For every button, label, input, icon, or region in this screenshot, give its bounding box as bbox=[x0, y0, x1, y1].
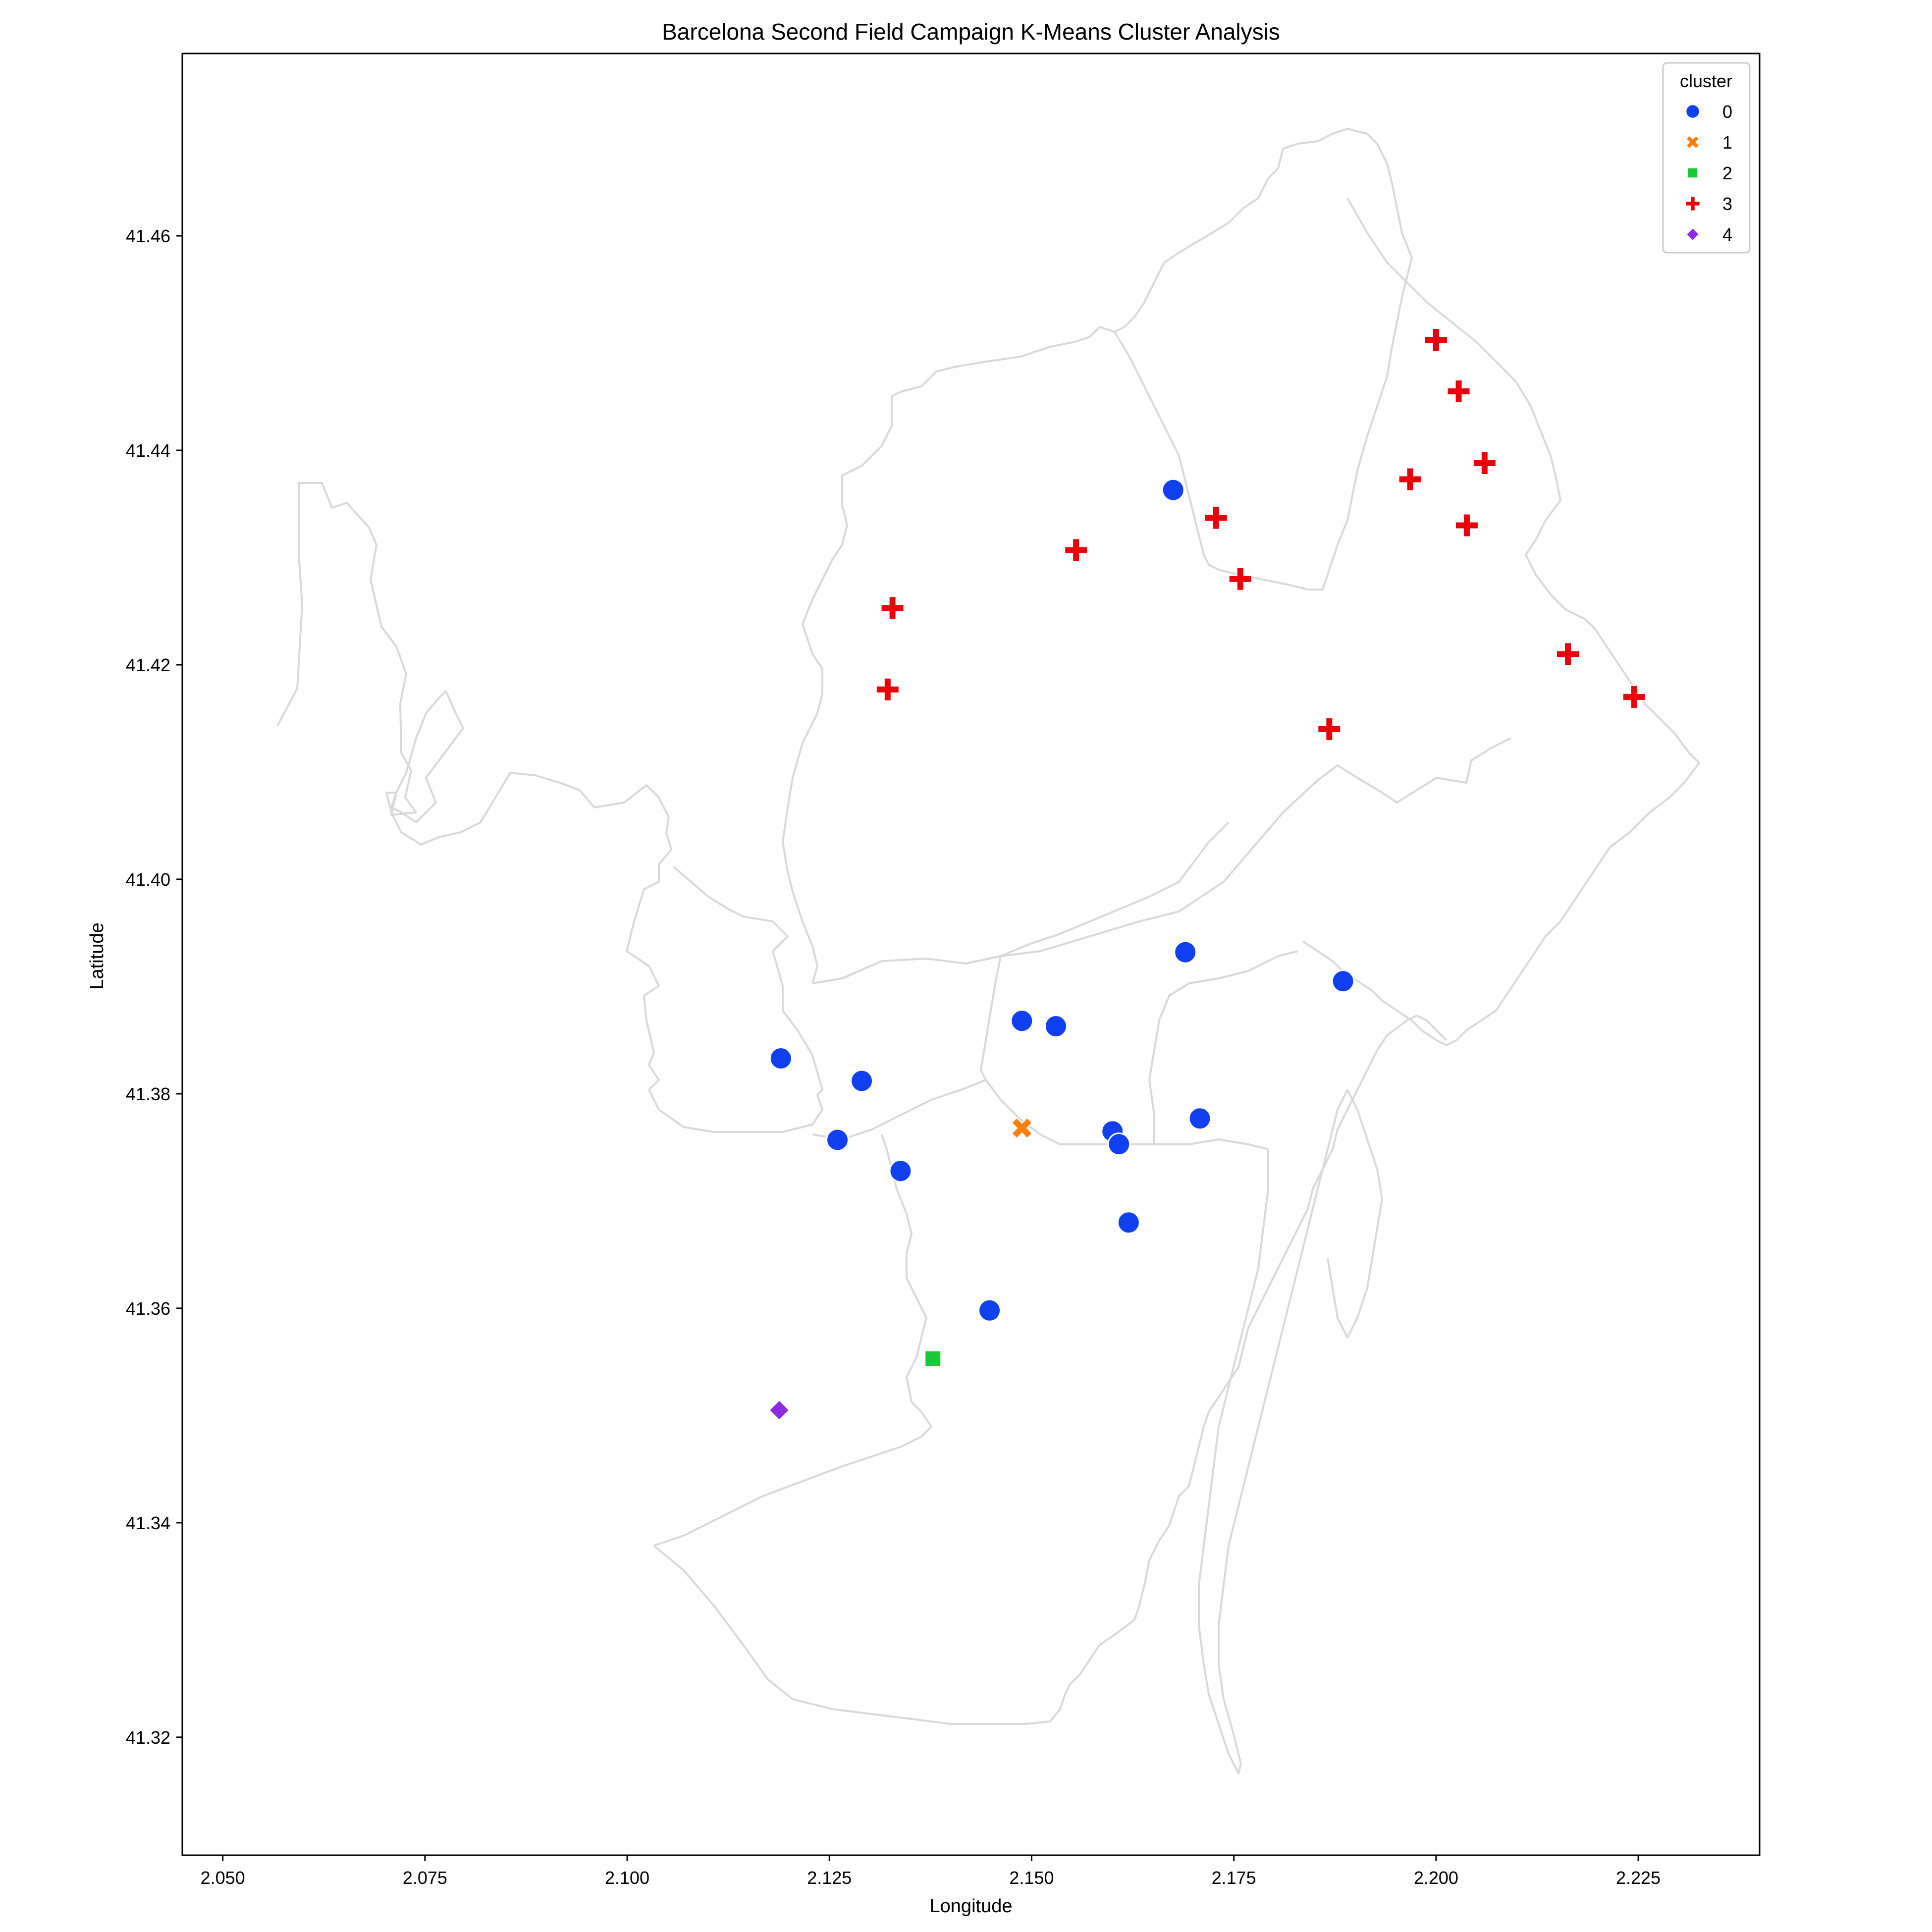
y-tick-label: 41.34 bbox=[126, 1513, 170, 1533]
cluster-3-point bbox=[1317, 717, 1342, 741]
cluster-3-point bbox=[880, 596, 905, 620]
district-outline-south bbox=[653, 1015, 1448, 1725]
cluster-2-point bbox=[924, 1350, 942, 1367]
x-tick-label: 2.200 bbox=[1414, 1868, 1458, 1888]
legend: cluster 0 1 2 3 4 bbox=[1662, 62, 1751, 254]
legend-label-cluster-2: 2 bbox=[1722, 163, 1732, 183]
district-outline-inner bbox=[812, 821, 1298, 1150]
legend-marker-cluster-0 bbox=[1685, 104, 1700, 119]
cluster-0-point bbox=[850, 1069, 874, 1093]
legend-label-cluster-1: 1 bbox=[1722, 132, 1732, 153]
y-tick-label: 41.40 bbox=[126, 869, 170, 890]
district-outline-southwest bbox=[653, 1134, 932, 1547]
cluster-3-point bbox=[875, 677, 900, 701]
cluster-3-point bbox=[1204, 506, 1228, 530]
legend-box bbox=[1662, 62, 1751, 254]
y-tick-label: 41.32 bbox=[126, 1727, 170, 1748]
cluster-3-point bbox=[1454, 513, 1479, 537]
port-outline bbox=[1198, 1089, 1383, 1774]
cluster-3-point bbox=[1556, 642, 1580, 666]
x-tick-label: 2.150 bbox=[1009, 1868, 1054, 1888]
cluster-0-point bbox=[1107, 1132, 1131, 1156]
cluster-0-point bbox=[889, 1159, 912, 1183]
cluster-0-point bbox=[1188, 1107, 1212, 1130]
y-tick-label: 41.46 bbox=[126, 226, 170, 246]
legend-marker-cluster-3 bbox=[1685, 196, 1700, 211]
x-tick-label: 2.125 bbox=[807, 1868, 852, 1888]
x-tick-label: 2.050 bbox=[201, 1868, 245, 1888]
cluster-0-point bbox=[1174, 940, 1197, 964]
legend-marker-cluster-1 bbox=[1686, 135, 1700, 149]
district-outline-central bbox=[812, 737, 1511, 984]
cluster-0-point bbox=[1044, 1015, 1068, 1038]
y-tick-label: 41.44 bbox=[126, 440, 170, 461]
x-tick-label: 2.225 bbox=[1616, 1868, 1661, 1888]
legend-marker-cluster-4 bbox=[1686, 227, 1700, 241]
cluster-0-point bbox=[978, 1298, 1002, 1322]
cluster-3-point bbox=[1228, 567, 1252, 591]
legend-marker-cluster-2 bbox=[1687, 167, 1698, 178]
plot-frame bbox=[181, 53, 1761, 1856]
cluster-0-point bbox=[826, 1128, 850, 1152]
x-axis-label: Longitude bbox=[930, 1896, 1013, 1917]
district-boundaries bbox=[276, 128, 1700, 1774]
y-tick-label: 41.36 bbox=[126, 1298, 170, 1319]
cluster-3-point bbox=[1622, 685, 1646, 709]
y-axis: 41.32 41.34 41.36 41.38 41.40 41.42 41.44 41.46 bbox=[126, 226, 182, 1748]
district-outline-northeast bbox=[1302, 198, 1700, 1046]
y-tick-label: 41.38 bbox=[126, 1084, 170, 1104]
cluster-0-point bbox=[1117, 1211, 1140, 1234]
cluster-0-point bbox=[769, 1046, 793, 1070]
x-axis: 2.050 2.075 2.100 2.125 2.150 2.175 2.200 2.225 bbox=[201, 1855, 1661, 1888]
legend-label-cluster-0: 0 bbox=[1722, 102, 1732, 122]
y-axis-label: Latitude bbox=[87, 922, 107, 989]
x-tick-label: 2.075 bbox=[403, 1868, 447, 1888]
legend-label-cluster-4: 4 bbox=[1722, 224, 1732, 245]
cluster-3-point bbox=[1064, 538, 1088, 562]
cluster-0-point bbox=[1161, 478, 1185, 502]
legend-label-cluster-3: 3 bbox=[1722, 194, 1732, 214]
legend-items: 0 1 2 3 4 bbox=[1685, 102, 1732, 245]
x-tick-label: 2.175 bbox=[1212, 1868, 1256, 1888]
cluster-4-point bbox=[768, 1399, 790, 1421]
district-outline-north bbox=[782, 128, 1413, 984]
cluster-0-point bbox=[1010, 1009, 1034, 1033]
cluster-0-point bbox=[1331, 969, 1355, 993]
y-tick-label: 41.42 bbox=[126, 655, 170, 675]
cluster-3-point bbox=[1447, 379, 1471, 403]
cluster-3-point bbox=[1472, 451, 1497, 475]
cluster-3-point bbox=[1398, 467, 1422, 491]
cluster-3-point bbox=[1424, 328, 1448, 352]
x-tick-label: 2.100 bbox=[605, 1868, 649, 1888]
data-points bbox=[768, 328, 1646, 1421]
legend-title: cluster bbox=[1680, 71, 1732, 91]
cluster-1-point bbox=[1011, 1117, 1033, 1139]
district-outline-west bbox=[276, 482, 823, 1133]
chart-title: Barcelona Second Field Campaign K-Means … bbox=[662, 19, 1280, 45]
